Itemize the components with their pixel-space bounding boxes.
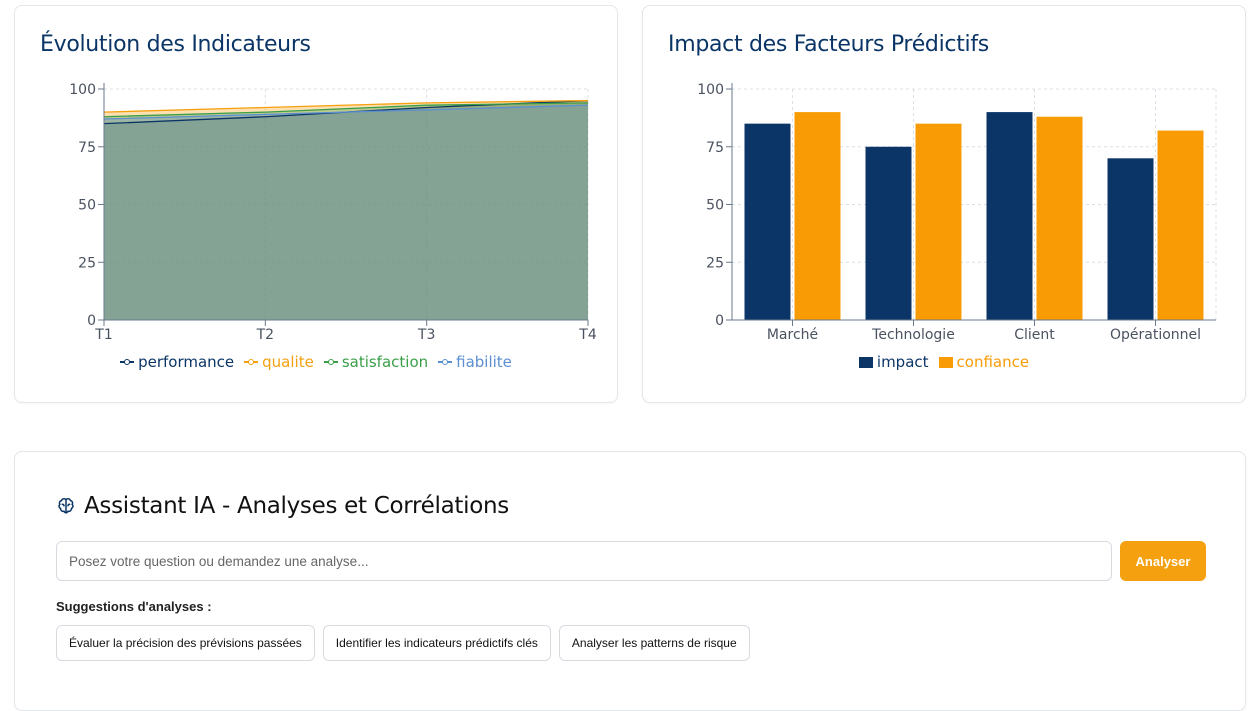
bar-confiance bbox=[1157, 130, 1204, 320]
brain-icon bbox=[58, 498, 74, 514]
legend-label: satisfaction bbox=[341, 353, 429, 371]
legend-item-impact: impact bbox=[858, 353, 929, 371]
legend-square-marker-icon bbox=[938, 356, 953, 368]
y-tick-label: 75 bbox=[706, 140, 724, 156]
evolution-chart-legend: performance qualite satisfaction fiabilite bbox=[15, 353, 617, 371]
suggestions-label: Suggestions d'analyses : bbox=[56, 599, 212, 614]
bar-impact bbox=[1107, 158, 1154, 320]
bar-impact bbox=[986, 112, 1033, 320]
legend-line-marker-icon bbox=[244, 357, 259, 367]
legend-item-fiabilite: fiabilite bbox=[438, 353, 512, 371]
suggestions-list: Évaluer la précision des prévisions pass… bbox=[56, 625, 750, 661]
y-tick-label: 50 bbox=[78, 198, 96, 214]
x-tick-label: T2 bbox=[256, 327, 274, 343]
x-tick-label: T1 bbox=[94, 327, 112, 343]
x-tick-label: Opérationnel bbox=[1110, 327, 1201, 343]
bar-confiance bbox=[794, 112, 841, 320]
impact-chart-card: Impact des Facteurs Prédictifs 0 25 50 75 10… bbox=[642, 5, 1246, 403]
legend-item-satisfaction: satisfaction bbox=[323, 353, 429, 371]
y-tick-label: 25 bbox=[706, 255, 724, 271]
area-qualite bbox=[104, 100, 588, 320]
y-tick-label: 0 bbox=[87, 313, 96, 329]
x-tick-label: Technologie bbox=[871, 327, 955, 343]
legend-label: performance bbox=[138, 353, 235, 371]
line-fiabilite bbox=[103, 104, 589, 120]
y-tick-label: 75 bbox=[78, 140, 96, 156]
impact-bar-chart: 0 25 50 75 100 Marché Technologie Client Opérati… bbox=[697, 82, 1217, 343]
x-tick-label: T3 bbox=[417, 327, 435, 343]
impact-chart-legend: impact confiance bbox=[643, 353, 1245, 371]
impact-chart-title: Impact des Facteurs Prédictifs bbox=[668, 32, 989, 57]
legend-label: fiabilite bbox=[456, 353, 512, 371]
legend-item-qualite: qualite bbox=[244, 353, 314, 371]
bar-confiance bbox=[915, 123, 962, 321]
y-tick-label: 50 bbox=[706, 198, 724, 214]
line-qualite bbox=[103, 99, 589, 113]
suggestion-button[interactable]: Identifier les indicateurs prédictifs cl… bbox=[322, 625, 551, 661]
area-fiabilite bbox=[104, 105, 588, 320]
legend-label: qualite bbox=[262, 353, 314, 371]
area-satisfaction bbox=[104, 102, 588, 320]
y-tick-label: 25 bbox=[78, 255, 96, 271]
x-tick-label: Marché bbox=[767, 327, 818, 343]
assistant-title: Assistant IA - Analyses et Corrélations bbox=[84, 493, 509, 519]
assistant-heading: Assistant IA - Analyses et Corrélations bbox=[56, 493, 509, 519]
legend-label: confiance bbox=[956, 353, 1030, 371]
y-tick-label: 100 bbox=[697, 82, 724, 98]
line-satisfaction bbox=[103, 102, 589, 118]
legend-line-marker-icon bbox=[438, 357, 453, 367]
ai-assistant-card: Assistant IA - Analyses et Corrélations … bbox=[14, 451, 1246, 711]
legend-label: impact bbox=[876, 353, 929, 371]
bar-confiance bbox=[1036, 116, 1083, 320]
question-input[interactable] bbox=[56, 541, 1112, 581]
y-tick-label: 100 bbox=[69, 82, 96, 98]
legend-item-performance: performance bbox=[120, 353, 234, 371]
legend-line-marker-icon bbox=[323, 357, 338, 367]
y-tick-label: 0 bbox=[715, 313, 724, 329]
bar-impact bbox=[744, 123, 791, 321]
bar-impact bbox=[865, 146, 912, 320]
x-tick-label: T4 bbox=[578, 327, 597, 343]
evolution-area-chart: 0 25 50 75 100 T1 T2 T3 T4 bbox=[69, 82, 597, 343]
x-tick-label: Client bbox=[1014, 327, 1055, 343]
analyze-button[interactable]: Analyser bbox=[1120, 541, 1206, 581]
legend-square-marker-icon bbox=[858, 356, 873, 368]
evolution-chart-card: Évolution des Indicateurs 0 25 50 75 100 T1 T2… bbox=[14, 5, 618, 403]
legend-item-confiance: confiance bbox=[938, 353, 1030, 371]
legend-line-marker-icon bbox=[120, 357, 135, 367]
suggestion-button[interactable]: Évaluer la précision des prévisions pass… bbox=[56, 625, 315, 661]
evolution-chart-title: Évolution des Indicateurs bbox=[40, 32, 311, 57]
suggestion-button[interactable]: Analyser les patterns de risque bbox=[558, 625, 750, 661]
area-performance bbox=[104, 100, 588, 320]
